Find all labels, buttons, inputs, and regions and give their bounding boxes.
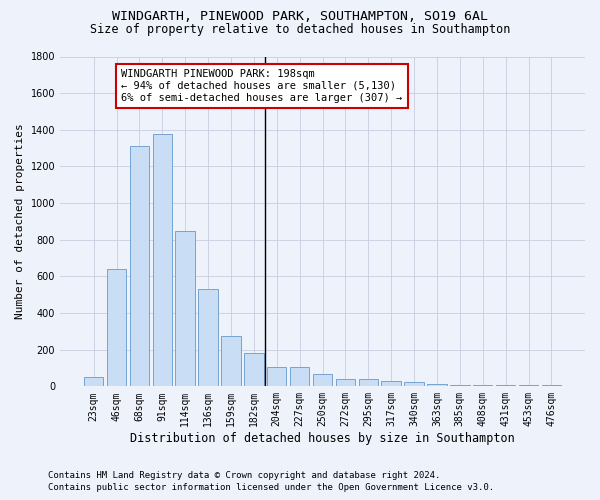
Bar xyxy=(244,353,263,386)
Bar xyxy=(335,379,355,386)
Bar xyxy=(542,384,561,386)
Bar xyxy=(175,231,195,386)
Text: WINDGARTH, PINEWOOD PARK, SOUTHAMPTON, SO19 6AL: WINDGARTH, PINEWOOD PARK, SOUTHAMPTON, S… xyxy=(112,10,488,23)
Text: Contains public sector information licensed under the Open Government Licence v3: Contains public sector information licen… xyxy=(48,484,494,492)
Bar xyxy=(84,377,103,386)
Bar xyxy=(382,381,401,386)
Text: WINDGARTH PINEWOOD PARK: 198sqm
← 94% of detached houses are smaller (5,130)
6% : WINDGARTH PINEWOOD PARK: 198sqm ← 94% of… xyxy=(121,70,403,102)
Bar xyxy=(130,146,149,386)
Bar xyxy=(404,382,424,386)
Bar xyxy=(267,367,286,386)
Bar xyxy=(313,374,332,386)
Bar xyxy=(199,289,218,386)
Bar xyxy=(427,384,446,386)
X-axis label: Distribution of detached houses by size in Southampton: Distribution of detached houses by size … xyxy=(130,432,515,445)
Bar xyxy=(107,269,126,386)
Y-axis label: Number of detached properties: Number of detached properties xyxy=(15,124,25,320)
Bar xyxy=(221,336,241,386)
Bar xyxy=(359,380,378,386)
Text: Contains HM Land Registry data © Crown copyright and database right 2024.: Contains HM Land Registry data © Crown c… xyxy=(48,471,440,480)
Bar xyxy=(473,384,493,386)
Text: Size of property relative to detached houses in Southampton: Size of property relative to detached ho… xyxy=(90,22,510,36)
Bar xyxy=(450,384,470,386)
Bar xyxy=(496,384,515,386)
Bar xyxy=(152,134,172,386)
Bar xyxy=(290,367,310,386)
